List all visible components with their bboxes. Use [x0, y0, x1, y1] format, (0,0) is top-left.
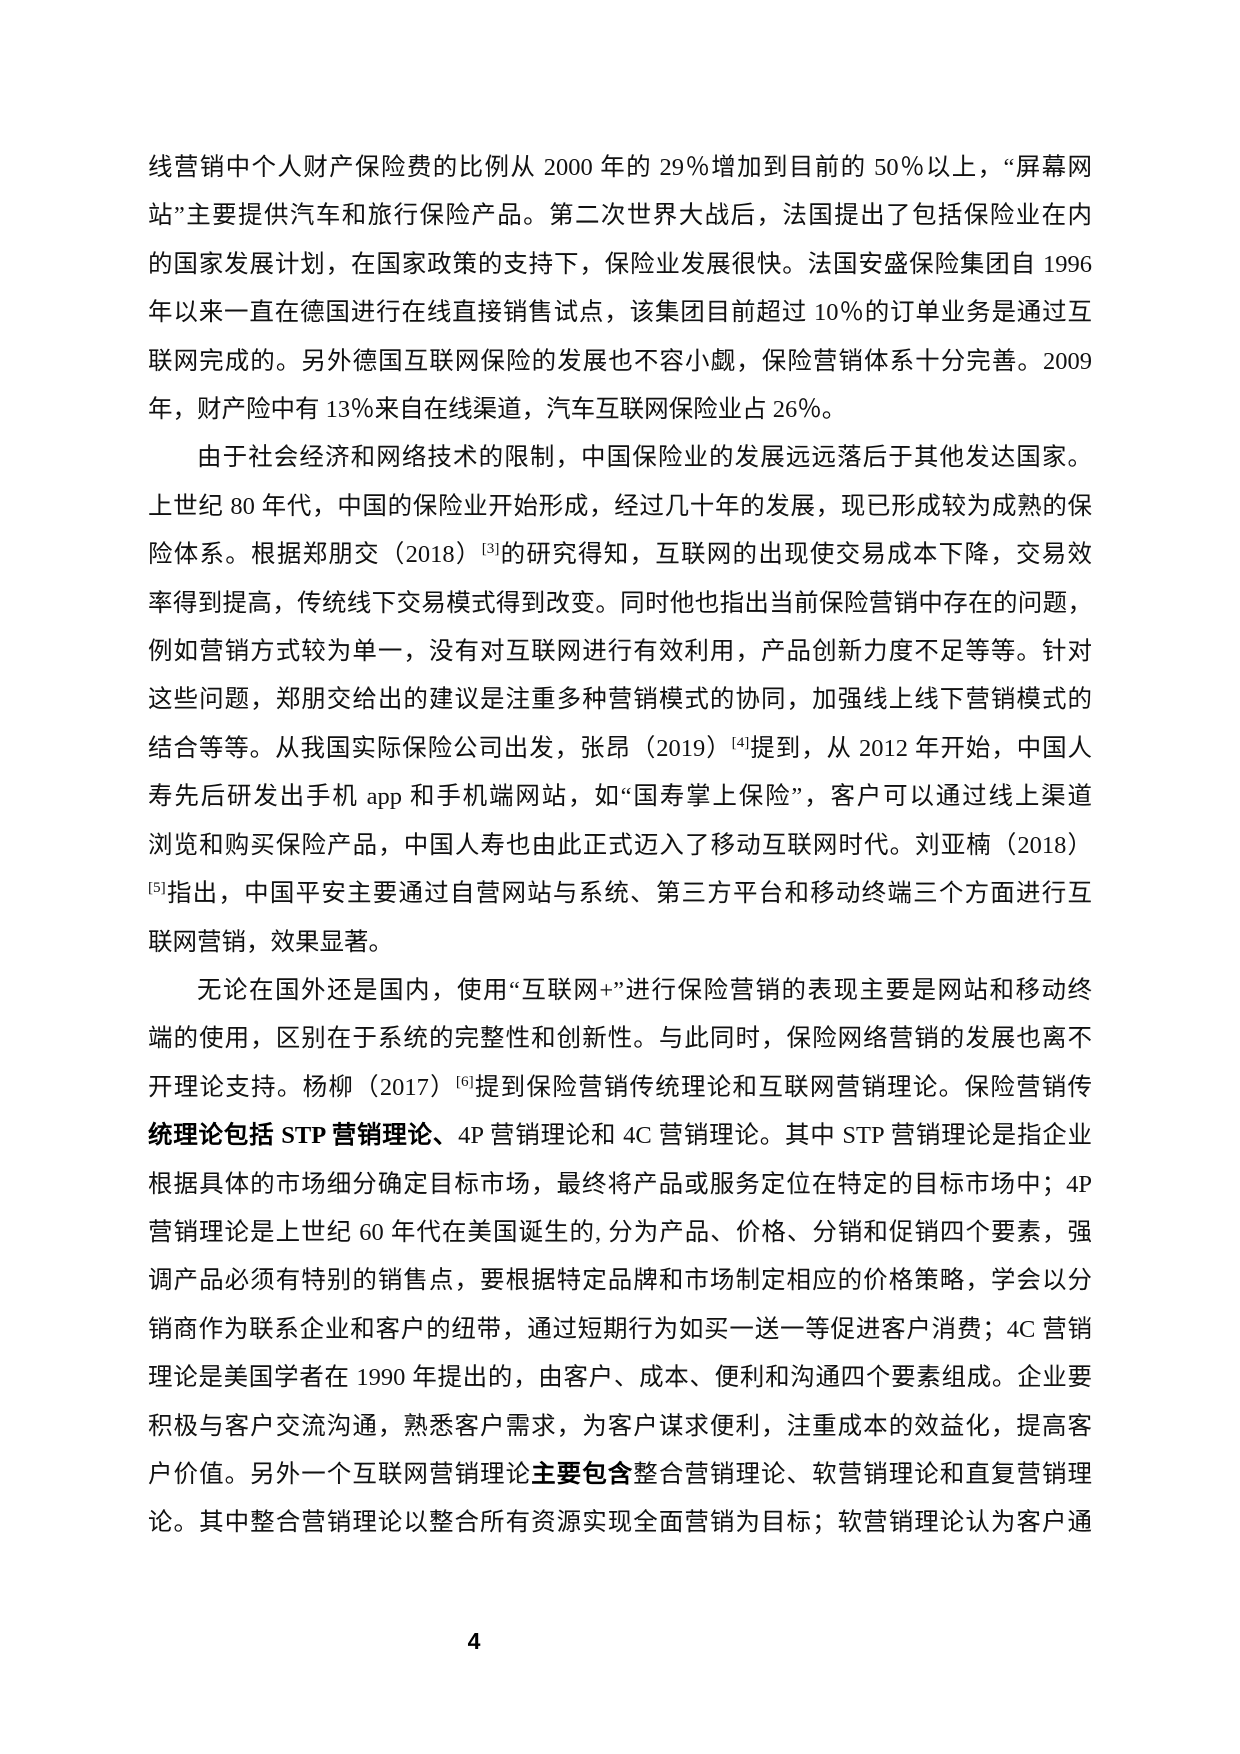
text-segment: 联网营销，效果显著。 [148, 928, 393, 956]
text-segment: 主要包含 [531, 1460, 634, 1488]
text-segment: 提到，从 2012 年开始，中国人 [749, 734, 1093, 762]
citation-ref: [5] [148, 878, 166, 896]
text-line: 理论是美国学者在 1990 年提出的，由客户、成本、便利和沟通四个要素组成。企业… [148, 1354, 1092, 1402]
page-number: 4 [467, 1628, 481, 1654]
text-line: 论。其中整合营销理论以整合所有资源实现全面营销为目标；软营销理论认为客户通 [148, 1499, 1092, 1547]
text-segment: 的研究得知，互联网的出现使交易成本下降，交易效 [499, 541, 1093, 569]
text-segment: 站”主要提供汽车和旅行保险产品。第二次世界大战后，法国提出了包括保险业在内 [148, 202, 1092, 230]
text-segment: 营销理论是上世纪 60 年代在美国诞生的, 分为产品、价格、分销和促销四个要素，… [148, 1218, 1092, 1246]
text-line: 上世纪 80 年代，中国的保险业开始形成，经过几十年的发展，现已形成较为成熟的保 [148, 483, 1092, 531]
text-segment: 理论是美国学者在 1990 年提出的，由客户、成本、便利和沟通四个要素组成。企业… [148, 1364, 1092, 1392]
text-segment: 根据具体的市场细分确定目标市场，最终将产品或服务定位在特定的目标市场中；4P [148, 1170, 1092, 1198]
citation-ref: [4] [731, 733, 750, 751]
text-segment: 销商作为联系企业和客户的纽带，通过短期行为如买一送一等促进客户消费；4C 营销 [148, 1315, 1092, 1343]
text-segment: 整合营销理论、软营销理论和直复营销理 [633, 1460, 1093, 1488]
text-line: [5]指出，中国平安主要通过自营网站与系统、第三方平台和移动终端三个方面进行互 [148, 870, 1092, 918]
text-line: 开理论支持。杨柳（2017）[6]提到保险营销传统理论和互联网营销理论。保险营销… [148, 1064, 1092, 1112]
text-line: 根据具体的市场细分确定目标市场，最终将产品或服务定位在特定的目标市场中；4P [148, 1161, 1092, 1209]
text-line: 联网完成的。另外德国互联网保险的发展也不容小觑，保险营销体系十分完善。2009 [148, 338, 1092, 386]
text-line: 结合等等。从我国实际保险公司出发，张昂（2019）[4]提到，从 2012 年开… [148, 725, 1092, 773]
text-segment: 开理论支持。杨柳（2017） [148, 1073, 456, 1101]
text-segment: 端的使用，区别在于系统的完整性和创新性。与此同时，保险网络营销的发展也离不 [148, 1025, 1092, 1053]
citation-ref: [6] [455, 1072, 474, 1090]
text-line: 这些问题，郑朋交给出的建议是注重多种营销模式的协同，加强线上线下营销模式的 [148, 676, 1092, 724]
text-segment: 积极与客户交流沟通，熟悉客户需求，为客户谋求便利，注重成本的效益化，提高客 [148, 1412, 1092, 1440]
text-segment: 年以来一直在德国进行在线直接销售试点，该集团目前超过 10％的订单业务是通过互 [148, 299, 1092, 327]
text-segment: 的国家发展计划，在国家政策的支持下，保险业发展很快。法国安盛保险集团自 1996 [148, 250, 1092, 278]
text-line: 站”主要提供汽车和旅行保险产品。第二次世界大战后，法国提出了包括保险业在内 [148, 192, 1092, 240]
text-line: 销商作为联系企业和客户的纽带，通过短期行为如买一送一等促进客户消费；4C 营销 [148, 1306, 1092, 1354]
text-segment: 寿先后研发出手机 app 和手机端网站，如“国寿掌上保险”，客户可以通过线上渠道 [148, 783, 1092, 811]
text-line: 统理论包括 STP 营销理论、4P 营销理论和 4C 营销理论。其中 STP 营… [148, 1112, 1092, 1160]
text-line: 例如营销方式较为单一，没有对互联网进行有效利用，产品创新力度不足等等。针对 [148, 628, 1092, 676]
text-segment: 由于社会经济和网络技术的限制，中国保险业的发展远远落后于其他发达国家。 [197, 444, 1092, 472]
text-segment: 4P 营销理论和 4C 营销理论。其中 STP 营销理论是指企业 [458, 1122, 1092, 1150]
text-segment: 户价值。另外一个互联网营销理论 [148, 1460, 532, 1488]
text-line: 户价值。另外一个互联网营销理论主要包含整合营销理论、软营销理论和直复营销理 [148, 1451, 1092, 1499]
text-segment: 线营销中个人财产保险费的比例从 2000 年的 29％增加到目前的 50％以上，… [148, 154, 1092, 181]
text-line: 营销理论是上世纪 60 年代在美国诞生的, 分为产品、价格、分销和促销四个要素，… [148, 1209, 1092, 1257]
text-segment: 无论在国外还是国内，使用“互联网+”进行保险营销的表现主要是网站和移动终 [197, 976, 1092, 1004]
text-segment: 调产品必须有特别的销售点，要根据特定品牌和市场制定相应的价格策略，学会以分 [148, 1267, 1092, 1295]
text-line: 调产品必须有特别的销售点，要根据特定品牌和市场制定相应的价格策略，学会以分 [148, 1257, 1092, 1305]
text-segment: 提到保险营销传统理论和互联网营销理论。保险营销传 [473, 1073, 1093, 1101]
text-line: 寿先后研发出手机 app 和手机端网站，如“国寿掌上保险”，客户可以通过线上渠道 [148, 773, 1092, 821]
text-line: 端的使用，区别在于系统的完整性和创新性。与此同时，保险网络营销的发展也离不 [148, 1015, 1092, 1063]
text-segment: 上世纪 80 年代，中国的保险业开始形成，经过几十年的发展，现已形成较为成熟的保 [148, 492, 1092, 520]
text-line: 联网营销，效果显著。 [148, 919, 1092, 967]
text-segment: 浏览和购买保险产品，中国人寿也由此正式迈入了移动互联网时代。刘亚楠（2018） [148, 831, 1092, 859]
text-line: 由于社会经济和网络技术的限制，中国保险业的发展远远落后于其他发达国家。 [148, 434, 1092, 482]
text-segment: 指出，中国平安主要通过自营网站与系统、第三方平台和移动终端三个方面进行互 [165, 880, 1092, 908]
text-line: 率得到提高，传统线下交易模式得到改变。同时他也指出当前保险营销中存在的问题， [148, 580, 1092, 628]
text-segment: 联网完成的。另外德国互联网保险的发展也不容小觑，保险营销体系十分完善。2009 [148, 347, 1092, 375]
text-segment: 结合等等。从我国实际保险公司出发，张昂（2019） [148, 734, 732, 762]
text-line: 年以来一直在德国进行在线直接销售试点，该集团目前超过 10％的订单业务是通过互 [148, 289, 1092, 337]
text-segment: 这些问题，郑朋交给出的建议是注重多种营销模式的协同，加强线上线下营销模式的 [148, 686, 1092, 714]
text-segment: 论。其中整合营销理论以整合所有资源实现全面营销为目标；软营销理论认为客户通 [148, 1509, 1092, 1537]
text-line: 浏览和购买保险产品，中国人寿也由此正式迈入了移动互联网时代。刘亚楠（2018） [148, 822, 1092, 870]
text-segment: 险体系。根据郑朋交（2018） [148, 541, 482, 569]
text-segment: 率得到提高，传统线下交易模式得到改变。同时他也指出当前保险营销中存在的问题， [148, 589, 1092, 617]
text-line: 无论在国外还是国内，使用“互联网+”进行保险营销的表现主要是网站和移动终 [148, 967, 1092, 1015]
text-segment: 统理论包括 STP 营销理论、 [148, 1122, 459, 1150]
text-line: 险体系。根据郑朋交（2018）[3]的研究得知，互联网的出现使交易成本下降，交易… [148, 531, 1092, 579]
text-line: 积极与客户交流沟通，熟悉客户需求，为客户谋求便利，注重成本的效益化，提高客 [148, 1403, 1092, 1451]
text-line: 的国家发展计划，在国家政策的支持下，保险业发展很快。法国安盛保险集团自 1996 [148, 241, 1092, 289]
citation-ref: [3] [481, 540, 500, 558]
document-body: 线营销中个人财产保险费的比例从 2000 年的 29％增加到目前的 50％以上，… [148, 144, 1092, 1548]
text-line: 年，财产险中有 13％来自在线渠道，汽车互联网保险业占 26％。 [148, 386, 1092, 434]
text-segment: 年，财产险中有 13％来自在线渠道，汽车互联网保险业占 26％。 [148, 396, 847, 424]
text-segment: 例如营销方式较为单一，没有对互联网进行有效利用，产品创新力度不足等等。针对 [148, 638, 1092, 666]
text-line: 线营销中个人财产保险费的比例从 2000 年的 29％增加到目前的 50％以上，… [148, 144, 1092, 192]
